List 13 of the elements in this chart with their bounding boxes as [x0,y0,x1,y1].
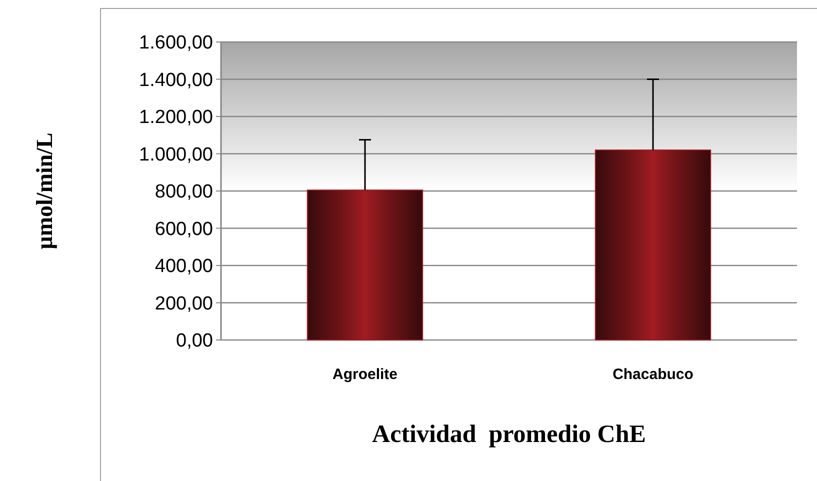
x-axis-title: Actividad promedio ChE [372,421,646,448]
y-tick-label: 1.000,00 [139,144,213,166]
y-tick-label: 1.200,00 [139,107,213,128]
y-tick-label: 800,00 [154,182,213,203]
y-tick-label: 600,00 [154,218,213,240]
x-tick-label: Chacabuco [612,366,694,383]
y-tick-label: 1.600,00 [139,32,213,54]
y-tick-label: 400,00 [154,256,213,278]
y-tick-label: 0,00 [176,330,213,352]
y-tick-label: 200,00 [154,293,213,314]
y-tick-label: 1.400,00 [139,70,213,91]
x-tick-label: Agroelite [332,366,398,383]
y-axis-title: µmol/min/L [32,132,57,250]
